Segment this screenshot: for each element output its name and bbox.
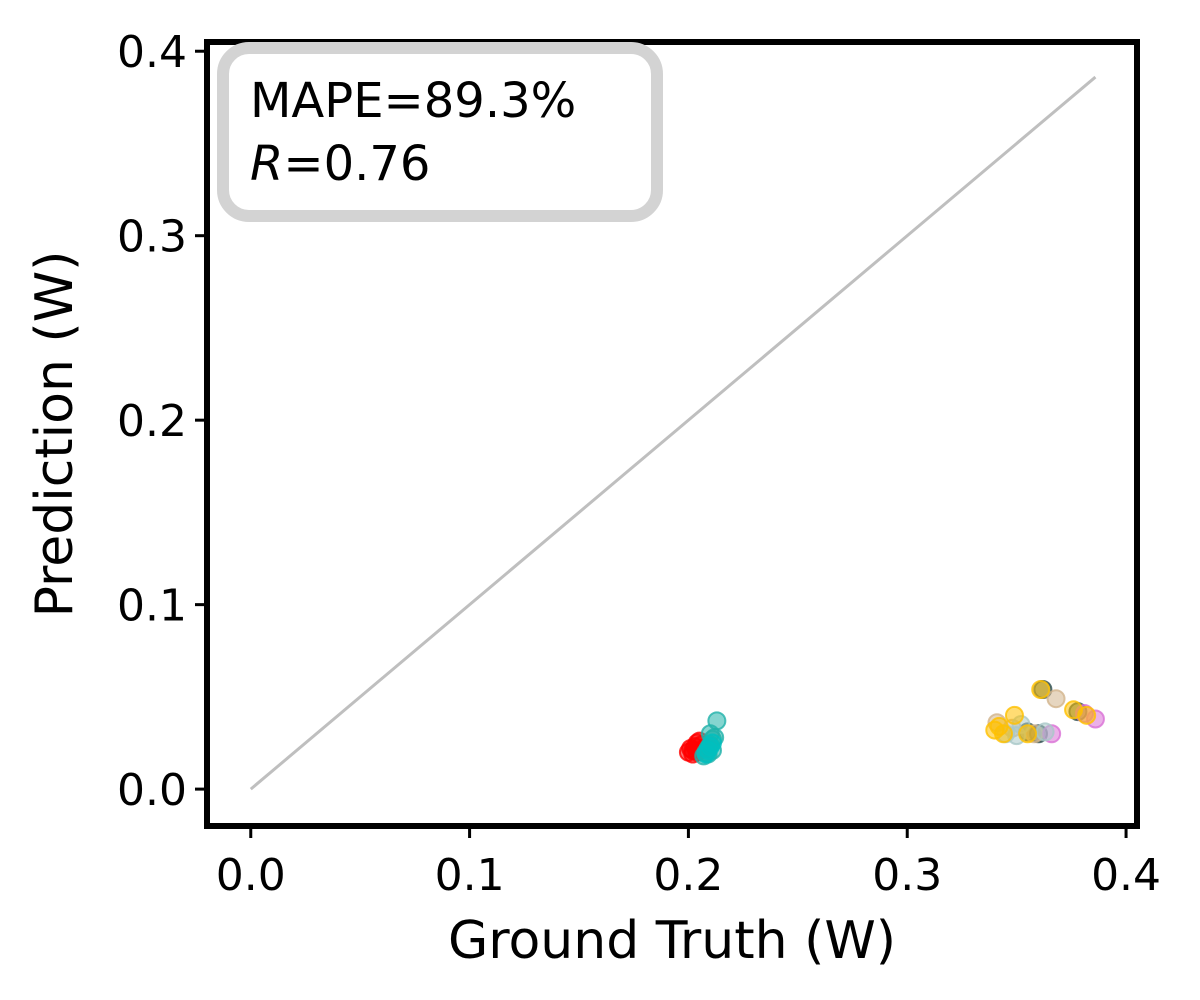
- scatter-point: [1035, 722, 1055, 742]
- identity-line: [249, 75, 1097, 791]
- scatter-point: [1046, 689, 1066, 709]
- y-tick-label: 0.2: [117, 396, 187, 447]
- r-value: =0.76: [283, 136, 430, 192]
- scatter-point: [1018, 724, 1038, 744]
- r-text: R=0.76: [250, 136, 430, 192]
- y-tick-label: 0.1: [117, 581, 187, 632]
- x-ticks: 0.0 0.1 0.2 0.3 0.4: [216, 826, 1161, 901]
- mape-text: MAPE=89.3%: [250, 73, 576, 129]
- annotation-box: [217, 42, 663, 222]
- scatter-point: [994, 724, 1014, 744]
- y-tick-label: 0.0: [117, 765, 187, 816]
- points-layer: [678, 679, 1105, 766]
- x-tick-label: 0.1: [435, 850, 505, 901]
- r-symbol: R: [250, 136, 283, 192]
- y-tick-label: 0.3: [117, 212, 187, 263]
- scatter-point: [1004, 705, 1024, 725]
- reference-line-layer: [249, 75, 1097, 791]
- y-tick-label: 0.4: [117, 27, 187, 78]
- y-ticks: 0.0 0.1 0.2 0.3 0.4: [117, 27, 207, 816]
- scatter-point: [1077, 705, 1097, 725]
- plot-frame: [204, 39, 1140, 829]
- scatter-point: [707, 711, 727, 731]
- x-tick-label: 0.4: [1091, 850, 1161, 901]
- stats-annotation: MAPE=89.3% R=0.76: [217, 42, 663, 222]
- x-tick-label: 0.0: [216, 850, 286, 901]
- x-tick-label: 0.3: [872, 850, 942, 901]
- scatter-point: [1031, 679, 1051, 699]
- scatter-point: [702, 733, 722, 753]
- y-axis-label: Prediction (W): [25, 251, 85, 618]
- x-axis-label: Ground Truth (W): [448, 911, 896, 971]
- x-tick-label: 0.2: [653, 850, 723, 901]
